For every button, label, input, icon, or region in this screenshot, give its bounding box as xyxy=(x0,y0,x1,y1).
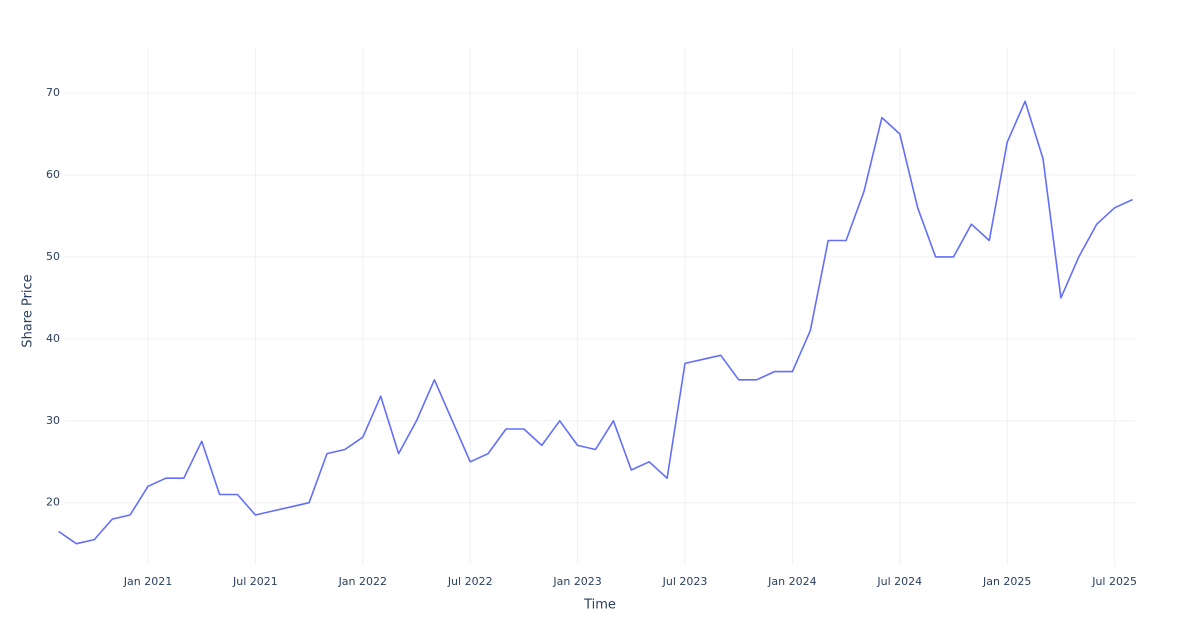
y-tick-label: 40 xyxy=(46,332,60,345)
x-tick-label: Jan 2021 xyxy=(123,575,172,588)
price-line xyxy=(58,100,1133,545)
y-tick-label: 20 xyxy=(46,496,60,509)
x-tick-label: Jul 2024 xyxy=(876,575,922,588)
x-tick-label: Jan 2022 xyxy=(338,575,387,588)
y-tick-label: 60 xyxy=(46,168,60,181)
y-axis-title: Share Price xyxy=(21,274,36,347)
x-tick-label: Jul 2021 xyxy=(232,575,278,588)
y-tick-label: 50 xyxy=(46,250,60,263)
x-tick-label: Jan 2023 xyxy=(552,575,601,588)
x-tick-label: Jul 2025 xyxy=(1091,575,1137,588)
x-tick-label: Jul 2023 xyxy=(662,575,708,588)
x-tick-label: Jan 2024 xyxy=(767,575,816,588)
y-tick-label: 30 xyxy=(46,414,60,427)
y-tick-label: 70 xyxy=(46,86,60,99)
x-axis-title: Time xyxy=(583,598,616,613)
x-tick-label: Jul 2022 xyxy=(447,575,493,588)
x-tick-label: Jan 2025 xyxy=(982,575,1031,588)
